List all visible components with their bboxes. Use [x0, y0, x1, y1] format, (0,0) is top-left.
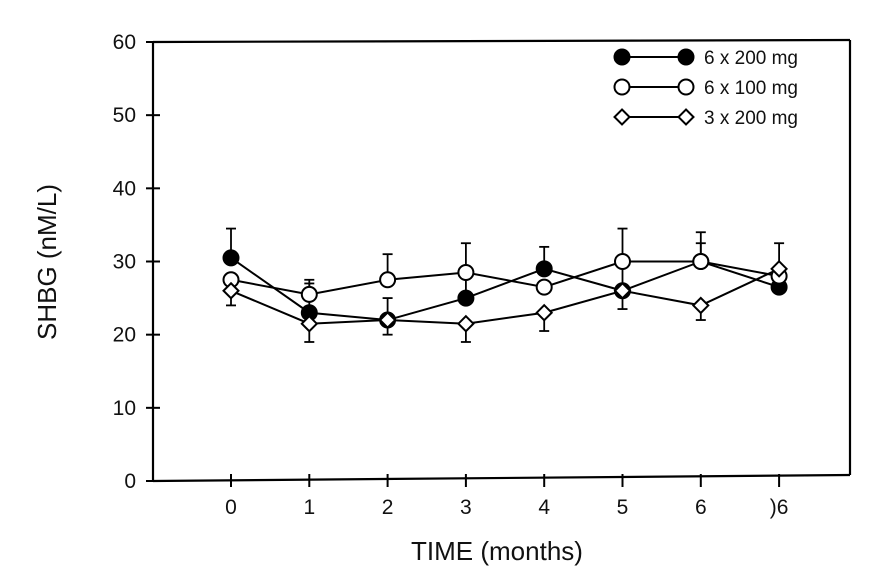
data-point	[535, 260, 553, 278]
legend-label: 3 x 200 mg	[704, 108, 798, 129]
data-point	[692, 253, 710, 270]
data-point	[770, 259, 789, 278]
x-tick-label: 1	[303, 496, 315, 519]
y-tick-label: 20	[113, 324, 136, 347]
y-tick-label: 0	[124, 470, 136, 493]
x-tick-label: 4	[538, 496, 550, 519]
legend-marker	[613, 108, 631, 126]
legend-marker	[677, 108, 695, 126]
y-tick-label: 60	[113, 31, 136, 54]
series-lines	[230, 257, 780, 325]
x-tick-label: 0	[225, 496, 237, 519]
x-tick-label: 3	[460, 496, 472, 519]
legend-marker	[677, 78, 695, 96]
data-point	[457, 263, 475, 281]
data-point	[222, 249, 240, 267]
legend-label: 6 x 100 mg	[704, 78, 798, 99]
y-axis-title: SHBG (nM/L)	[32, 184, 62, 340]
x-tick-label: )6	[770, 496, 789, 519]
y-axis-ticks: 0 10 20 30 40 50 60	[113, 31, 160, 493]
legend: 6 x 200 mg 6 x 100 mg 3 x 200 mg	[613, 48, 798, 129]
data-point	[222, 281, 240, 300]
data-point	[300, 285, 318, 303]
data-point	[691, 296, 710, 315]
series-line-2	[230, 267, 780, 325]
series-line-0	[230, 257, 780, 322]
legend-marker	[677, 48, 695, 66]
legend-label: 6 x 200 mg	[704, 48, 798, 69]
x-axis-title: TIME (months)	[411, 536, 583, 566]
data-point	[379, 271, 397, 289]
y-tick-label: 40	[113, 177, 136, 200]
x-tick-label: 2	[382, 496, 394, 519]
data-point	[535, 278, 553, 296]
y-tick-label: 30	[113, 251, 136, 274]
plot-frame	[151, 38, 852, 483]
data-point	[378, 311, 397, 329]
y-tick-label: 50	[113, 104, 136, 127]
data-point	[456, 314, 475, 333]
y-tick-label: 10	[113, 397, 136, 420]
x-tick-label: 6	[695, 496, 707, 519]
data-point	[535, 303, 554, 322]
x-axis-line	[152, 473, 851, 483]
series-line-1	[230, 260, 780, 296]
frame-top	[152, 38, 851, 44]
legend-marker	[613, 48, 631, 66]
data-point	[300, 314, 319, 333]
data-point	[613, 281, 632, 300]
x-axis-ticks: 0 1 2 3 4 5 6 )6	[225, 474, 788, 519]
data-point	[614, 253, 631, 270]
series-markers	[222, 249, 789, 333]
data-point	[457, 289, 475, 307]
legend-marker	[613, 78, 631, 96]
x-tick-label: 5	[617, 496, 629, 519]
